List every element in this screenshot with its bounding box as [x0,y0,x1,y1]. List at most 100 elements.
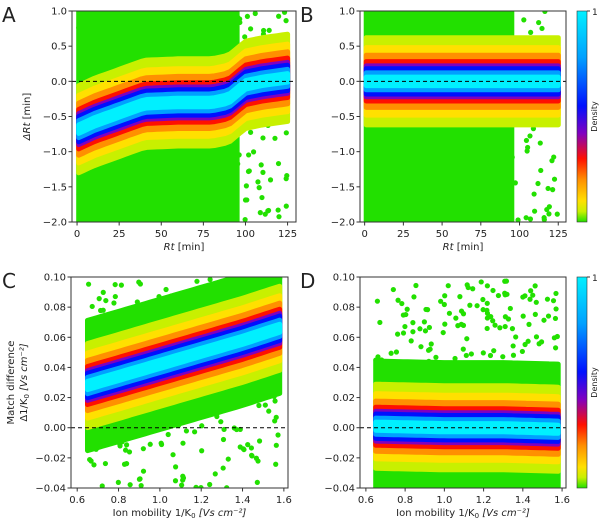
scatter-point [533,334,540,340]
y-tick-label: 0.02 [333,393,355,404]
scatter-point [87,456,93,463]
scatter-point [553,306,559,312]
scatter-point [509,326,516,332]
scatter-point [173,464,179,470]
scatter-point [433,354,439,360]
y-tick-label: −0.02 [324,453,355,464]
x-axis-label: Rt [min] [443,242,484,253]
scatter-point [502,323,508,330]
x-axis-label: Rt [min] [164,242,205,253]
scatter-point [531,191,537,197]
y-axis-label-var: Δ1/K [19,398,30,422]
scatter-point [258,162,264,168]
scatter-point [554,211,560,217]
y-tick-label: −1.0 [331,147,355,158]
scatter-point [281,11,288,15]
scatter-point [538,167,544,174]
scatter-point [242,216,248,222]
x-tick-label: 50 [436,229,449,240]
scatter-point [542,11,548,14]
x-tick-label: 0.8 [397,495,413,506]
panel-label-b: B [300,3,314,27]
scatter-point [544,296,551,302]
y-tick-label: 0.04 [333,363,355,374]
scatter-point [265,208,271,214]
scatter-point [523,215,529,221]
scatter-point [179,482,185,488]
x-tick-label: 1.4 [515,495,531,506]
scatter-point [491,348,497,354]
scatter-point [165,431,171,438]
scatter-point [225,456,231,462]
y-tick-label: 0.08 [44,303,66,314]
panel-label-c: C [2,269,16,293]
scatter-point [484,325,490,332]
y-tick-label: 0.5 [51,42,67,53]
scatter-point [418,344,424,350]
scatter-point [480,350,486,356]
y-axis-label: ΔRt [min] [22,93,33,142]
x-axis-label-unit: [min] [454,242,484,253]
scatter-point [259,194,265,201]
x-axis-label-sub: 0 [475,512,479,520]
x-axis-label-var: Rt [443,242,455,253]
x-tick-label: 25 [397,229,410,240]
y-tick-label: 0.00 [44,423,66,434]
scatter-point [413,282,419,289]
y-tick-label: −0.5 [331,112,355,123]
x-tick-label: 1.4 [235,495,251,506]
scatter-point [115,479,121,485]
x-tick-label: 25 [113,229,126,240]
x-tick-label: 1.2 [193,495,209,506]
scatter-point [438,298,444,304]
scatter-point [441,301,447,308]
scatter-point [140,468,147,474]
x-tick-label: 100 [236,229,255,240]
scatter-point [393,349,400,355]
scatter-point [539,25,545,32]
scatter-point [421,319,427,325]
scatter-point [275,432,281,438]
x-axis-label-text: Ion mobility 1/K [113,508,192,519]
scatter-point [525,144,531,151]
x-tick-label: 125 [278,229,297,240]
x-tick-label: 0.8 [111,495,127,506]
scatter-point [520,294,526,300]
scatter-point [520,313,526,319]
scatter-point [510,352,517,358]
scatter-point [276,13,282,19]
colorbar-label: Density [590,101,599,132]
scatter-point [399,300,405,307]
x-tick-label: 0.6 [69,495,85,506]
y-tick-label: 0.04 [44,363,66,374]
scatter-point [426,324,433,331]
x-axis-label-unit: [Vs cm⁻²] [479,508,530,519]
scatter-point [400,330,407,336]
scatter-point [91,462,97,468]
scatter-point [545,185,551,192]
scatter-point [256,438,263,444]
scatter-point [480,307,486,313]
scatter-point [248,445,255,451]
y-tick-label: 0.5 [339,42,355,53]
scatter-point [212,471,218,477]
scatter-point [490,318,496,324]
scatter-point [118,282,124,288]
scatter-point [527,296,533,302]
plot-area [76,11,291,222]
scatter-point [464,336,470,342]
scatter-point [495,292,502,299]
scatter-point [490,287,496,294]
panel-a: 0 25 50 75 100 125 −2.0 −1.5 −1.0 −0.5 0.0 0.5 1.0 Rt… [22,7,297,254]
scatter-point [468,351,474,357]
scatter-point [440,329,446,336]
scatter-point [552,315,559,322]
y-tick-label: 0.10 [44,273,66,284]
scatter-point [194,278,200,284]
scatter-point [470,286,476,292]
scatter-point [244,197,250,203]
scatter-point [245,442,251,448]
scatter-point [224,485,230,488]
panel-b: 0 25 50 75 100 125 −2.0 −1.5 −1.0 −0.5 0.0 0.5 1.0 Rt… [331,7,599,254]
